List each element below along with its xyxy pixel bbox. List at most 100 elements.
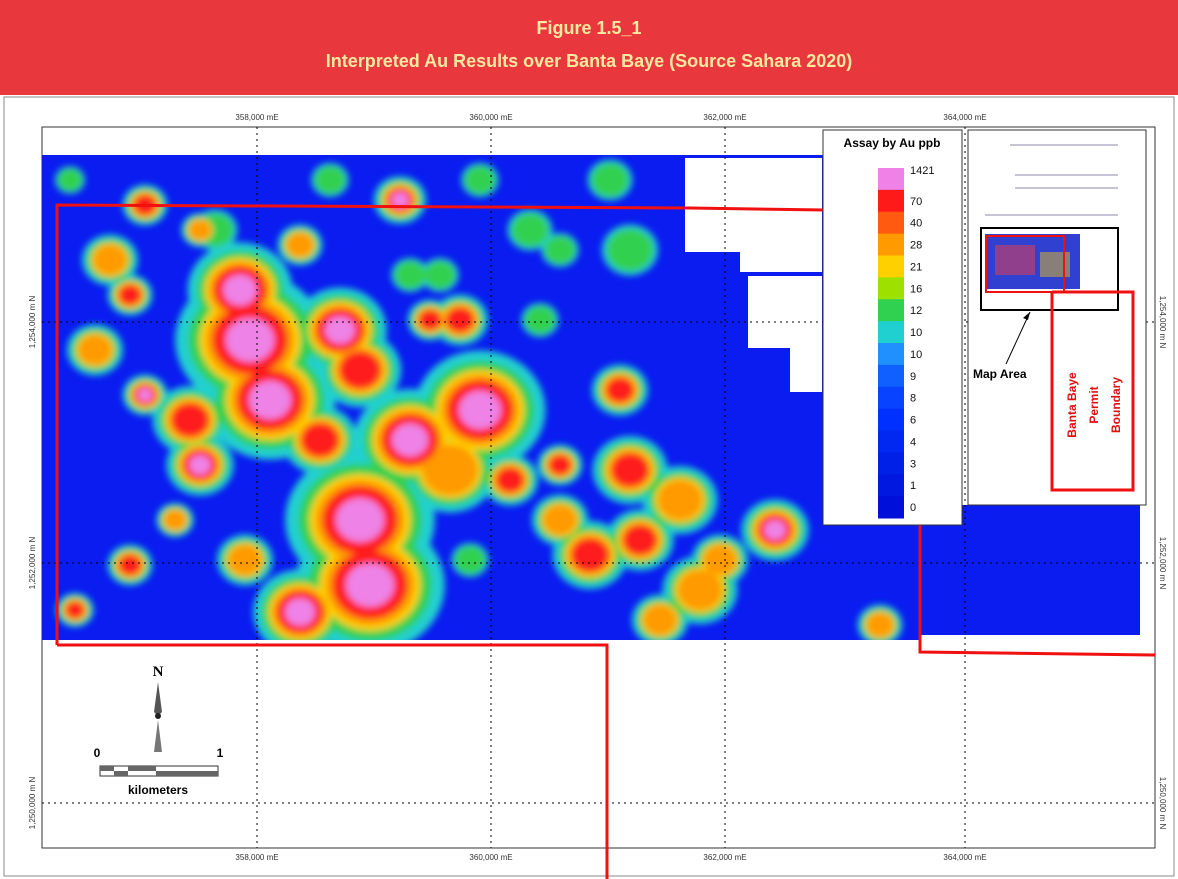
scale-unit: kilometers: [128, 783, 188, 797]
anomaly: [525, 306, 556, 334]
anomaly: [164, 510, 186, 530]
anomaly: [119, 555, 141, 575]
anomaly: [544, 505, 577, 535]
anomaly: [249, 381, 291, 420]
legend-swatch: [878, 256, 904, 278]
anomaly: [496, 467, 524, 493]
anomaly: [592, 163, 629, 197]
anomaly: [764, 520, 786, 540]
legend-label: 12: [910, 305, 922, 317]
anomaly: [315, 166, 346, 194]
legend-swatch: [878, 365, 904, 387]
anomaly: [606, 377, 634, 403]
easting-label: 358,000 mE: [235, 113, 278, 122]
legend-swatch: [878, 299, 904, 321]
legend-label: 16: [910, 283, 922, 295]
anomaly: [459, 391, 501, 430]
boundary-label-line: Permit: [1087, 386, 1101, 423]
northing-label: 1,250,000 m N: [1158, 777, 1167, 830]
map-area-label: Map Area: [973, 367, 1027, 381]
legend-label: 8: [910, 393, 916, 405]
legend-label: 10: [910, 349, 922, 361]
anomaly: [285, 598, 315, 626]
anomaly: [571, 538, 608, 572]
legend-swatch: [878, 452, 904, 474]
legend-swatch: [878, 343, 904, 365]
anomaly: [545, 236, 576, 264]
scale-bar: [100, 766, 218, 776]
easting-label: 360,000 mE: [469, 853, 512, 862]
anomaly: [644, 605, 677, 635]
easting-label: 362,000 mE: [703, 113, 746, 122]
anomaly: [425, 261, 456, 289]
anomaly: [867, 613, 893, 637]
anomaly: [301, 423, 338, 457]
anomaly: [66, 602, 85, 619]
legend-swatch: [878, 387, 904, 409]
anomaly: [658, 480, 702, 520]
legend-swatch: [878, 168, 904, 190]
easting-label: 360,000 mE: [469, 113, 512, 122]
anomaly: [623, 525, 657, 556]
legend-label: 40: [910, 218, 922, 230]
anomaly: [395, 261, 426, 289]
northing-label: 1,252,000 m N: [28, 537, 37, 590]
anomaly: [119, 285, 141, 305]
legend-label: 0: [910, 502, 916, 514]
legend-label: 6: [910, 415, 916, 427]
anomaly: [455, 546, 486, 574]
anomaly: [325, 316, 355, 344]
legend-swatch: [878, 431, 904, 453]
anomaly: [512, 213, 549, 247]
legend-label: 21: [910, 261, 922, 273]
north-arrow: [154, 682, 162, 752]
legend-swatch: [878, 190, 904, 212]
northing-label: 1,250,000 m N: [28, 777, 37, 830]
anomaly: [189, 220, 211, 240]
anomaly: [226, 318, 274, 362]
legend-label: 28: [910, 240, 922, 252]
legend-label: 9: [910, 371, 916, 383]
legend-swatch: [878, 474, 904, 496]
anomaly: [58, 169, 83, 191]
anomaly: [339, 351, 380, 388]
anomaly: [336, 498, 384, 542]
anomaly: [287, 233, 313, 257]
legend-label: 4: [910, 436, 916, 448]
north-label: N: [153, 664, 164, 680]
anomaly: [189, 455, 211, 475]
anomaly: [171, 403, 208, 437]
anomaly: [446, 307, 474, 333]
page: Figure 1.5_1 Interpreted Au Results over…: [0, 0, 1178, 879]
map: 358,000 mE 358,000 mE 360,000 mE 360,000 mE…: [0, 0, 1178, 879]
easting-label: 364,000 mE: [943, 113, 986, 122]
northing-label: 1,254,000 m N: [1158, 296, 1167, 349]
easting-label: 358,000 mE: [235, 853, 278, 862]
legend-label: 10: [910, 327, 922, 339]
northing-label: 1,254,000 m N: [28, 296, 37, 349]
easting-label: 362,000 mE: [703, 853, 746, 862]
anomaly: [223, 275, 257, 306]
anomaly: [138, 388, 153, 401]
permit-boundary: [57, 645, 607, 879]
legend-label: 3: [910, 458, 916, 470]
anomaly: [678, 570, 722, 610]
anomaly: [607, 229, 653, 271]
legend-swatch: [878, 496, 904, 518]
legend-swatch: [878, 212, 904, 234]
anomaly: [611, 453, 648, 487]
boundary-label-line: Boundary: [1109, 377, 1123, 433]
legend-label: 1421: [910, 165, 934, 177]
anomaly: [94, 245, 127, 275]
anomaly: [704, 545, 737, 575]
legend-title: Assay by Au ppb: [844, 136, 941, 150]
inset-box: [968, 130, 1146, 505]
easting-label: 364,000 mE: [943, 853, 986, 862]
anomaly: [79, 335, 112, 365]
northing-label: 1,252,000 m N: [1158, 537, 1167, 590]
anomaly: [346, 563, 394, 607]
boundary-label-line: Banta Baye: [1065, 372, 1079, 438]
legend-swatch: [878, 321, 904, 343]
legend-label: 70: [910, 196, 922, 208]
legend-swatch: [878, 277, 904, 299]
